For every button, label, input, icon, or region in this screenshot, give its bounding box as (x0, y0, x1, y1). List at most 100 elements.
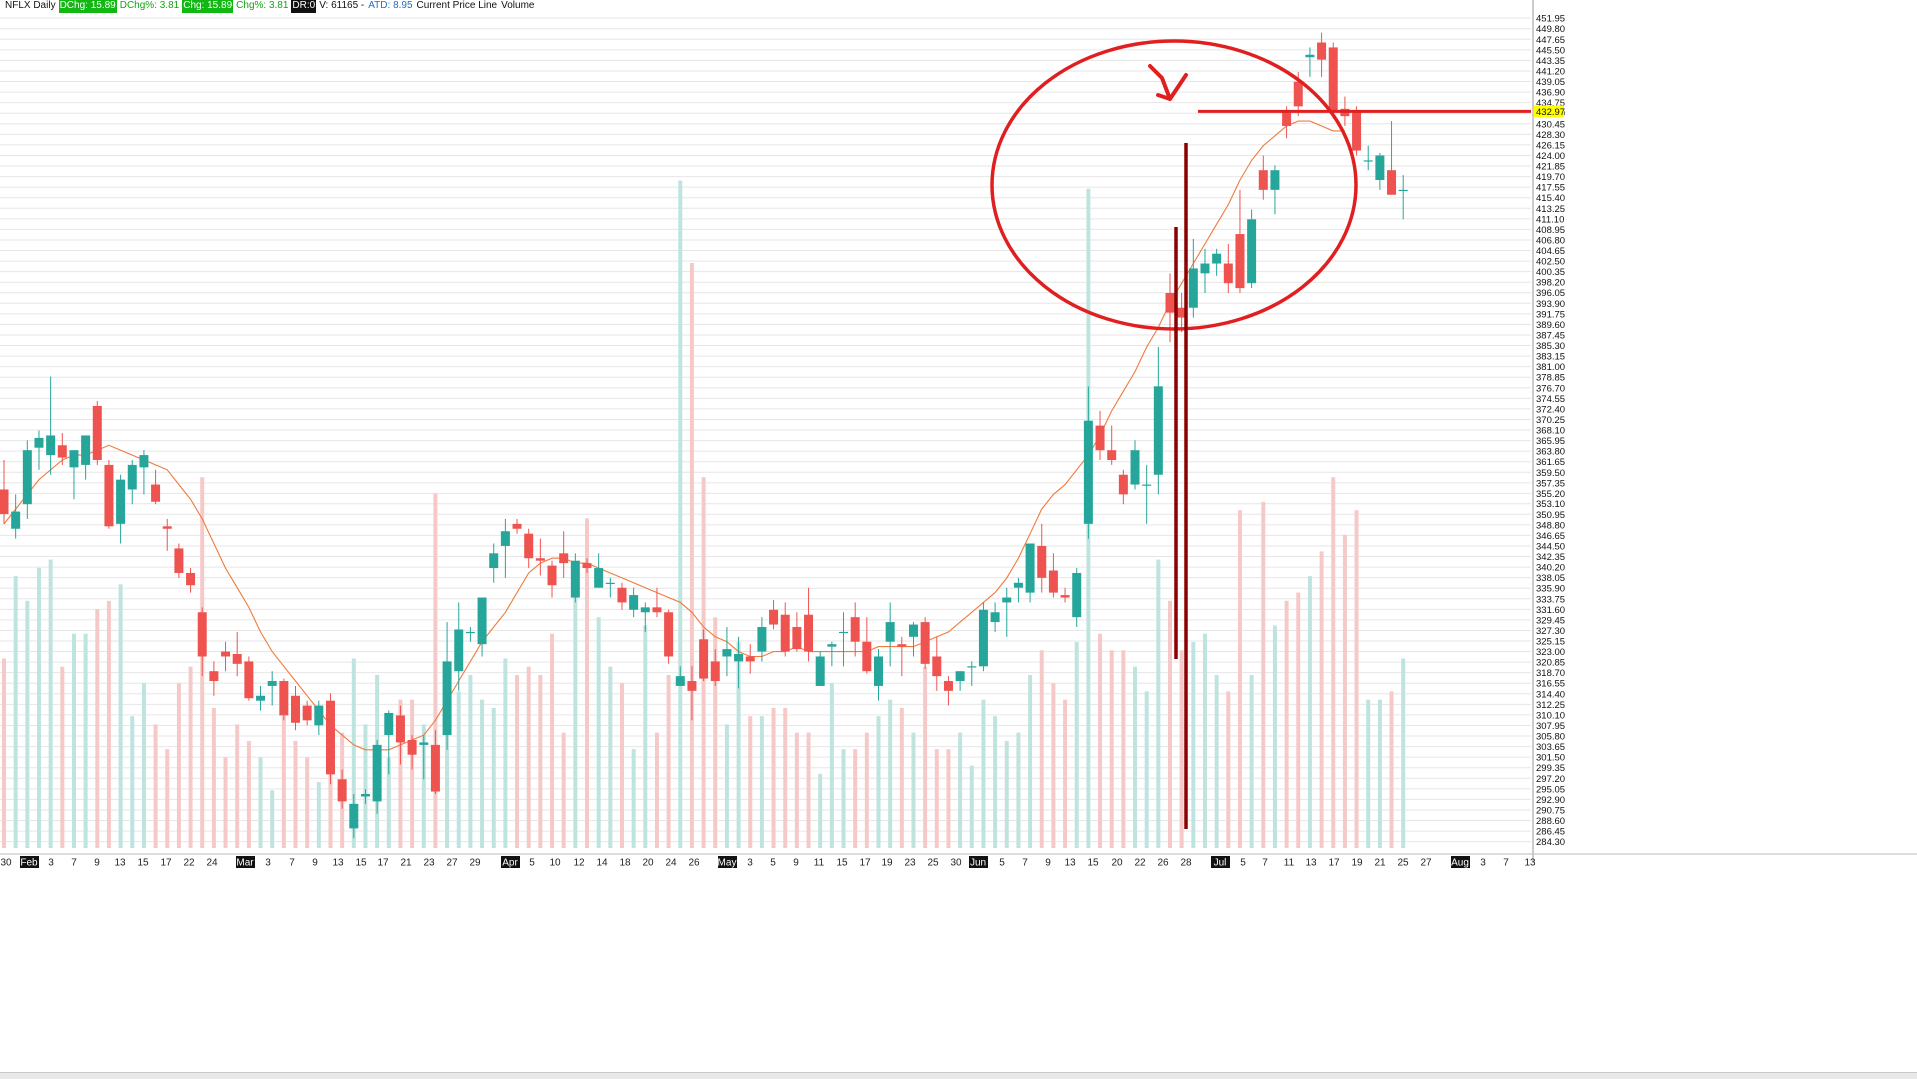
volume-bar (1168, 600, 1172, 848)
volume-bar (619, 683, 624, 848)
volume-bar (491, 707, 496, 848)
y-tick-label: 381.00 (1536, 362, 1565, 373)
y-tick-label: 307.95 (1536, 721, 1565, 732)
x-tick-label: 19 (1351, 858, 1363, 869)
candle-body (1142, 484, 1152, 486)
volume-bar (328, 740, 333, 848)
moving-average-line (3, 120, 1345, 751)
x-tick-label: 13 (114, 858, 126, 869)
candle-body (1002, 597, 1012, 603)
volume-bar (689, 262, 694, 849)
y-tick-label: 378.85 (1536, 373, 1565, 384)
volume-bar (433, 493, 438, 848)
x-tick-label: 5 (770, 858, 776, 869)
volume-bar (515, 674, 520, 848)
volume-bar (923, 666, 928, 848)
chg-value: Chg: 15.89 (182, 0, 234, 13)
x-tick-label: 7 (1262, 858, 1268, 869)
y-tick-label: 428.30 (1536, 130, 1565, 141)
candle-body (1375, 155, 1385, 181)
candle-body (1165, 292, 1175, 313)
candle-body (34, 437, 44, 448)
candle-body (1387, 170, 1397, 195)
candle-body (221, 651, 231, 657)
volume-bar (946, 749, 951, 848)
candle-body (151, 484, 161, 502)
y-tick-label: 305.80 (1536, 732, 1565, 743)
candle-body (804, 614, 814, 652)
volume-bar (783, 707, 788, 848)
candle-body (57, 445, 67, 458)
y-tick-label: 312.25 (1536, 700, 1565, 711)
candle-body (769, 609, 779, 625)
y-tick-label: 320.85 (1536, 658, 1565, 669)
candle-body (430, 744, 440, 792)
volume-bar (176, 683, 181, 848)
symbol-label: NFLX Daily (5, 0, 56, 11)
y-tick-label: 387.45 (1536, 330, 1565, 341)
volume-bar (1202, 633, 1207, 848)
candle-body (477, 597, 487, 645)
volume-bar (1098, 633, 1103, 848)
volume-bar (958, 732, 963, 848)
x-tick-label: May (718, 858, 737, 869)
volume-bar (1133, 666, 1138, 848)
volume-bar (106, 600, 111, 848)
candle-body (104, 464, 114, 527)
candle-body (1013, 582, 1023, 588)
candle-body (360, 794, 370, 797)
y-tick-label: 424.00 (1536, 151, 1565, 162)
y-tick-label: 402.50 (1536, 257, 1565, 268)
y-tick-label: 406.80 (1536, 235, 1565, 246)
candle-body (640, 607, 650, 613)
y-tick-label: 314.40 (1536, 689, 1565, 700)
y-tick-label: 449.80 (1536, 24, 1565, 35)
x-tick-label: 9 (1045, 858, 1051, 869)
volume-value: V: 61165 - (319, 0, 365, 11)
dchg-value: DChg: 15.89 (58, 0, 117, 13)
y-tick-label: 344.50 (1536, 541, 1565, 552)
volume-bar (713, 617, 718, 848)
x-tick-label: 15 (355, 858, 367, 869)
y-tick-label: 368.10 (1536, 426, 1565, 437)
volume-bar (421, 724, 426, 848)
candle-body (1118, 474, 1128, 495)
candle-body (279, 681, 289, 716)
volume-bar (818, 773, 823, 848)
volume-bar (1063, 699, 1068, 848)
x-tick-label: 29 (469, 858, 481, 869)
x-tick-label: 17 (160, 858, 172, 869)
volume-bar (305, 757, 310, 848)
x-tick-label: 17 (859, 858, 871, 869)
candle-body (815, 656, 825, 686)
volume-bar (573, 576, 578, 848)
y-tick-label: 335.90 (1536, 584, 1565, 595)
volume-bar (1179, 650, 1184, 848)
y-tick-label: 288.60 (1536, 816, 1565, 827)
x-tick-label: 9 (312, 858, 318, 869)
volume-bar (853, 749, 858, 848)
price-line-label: Current Price Line (416, 0, 498, 11)
candle-body (1223, 263, 1233, 284)
y-tick-label: 355.20 (1536, 489, 1565, 500)
y-tick-label: 299.35 (1536, 763, 1565, 774)
candle-body (1270, 170, 1280, 190)
volume-bar (538, 674, 543, 848)
volume-bar (141, 683, 146, 848)
y-tick-label: 415.40 (1536, 193, 1565, 204)
candle-body (967, 666, 977, 668)
y-tick-label: 417.55 (1536, 183, 1565, 194)
candle-body (81, 435, 91, 465)
month-tag (718, 856, 737, 868)
volume-bar (1284, 600, 1289, 848)
candle-body (395, 715, 405, 743)
x-tick-label: 9 (94, 858, 100, 869)
volume-bar (596, 617, 601, 848)
month-tag (1451, 856, 1470, 868)
candle-body (675, 676, 685, 686)
y-tick-label: 310.10 (1536, 710, 1565, 721)
volume-bar (1261, 501, 1266, 848)
candle-body (267, 681, 277, 686)
volume-bar (666, 674, 671, 848)
